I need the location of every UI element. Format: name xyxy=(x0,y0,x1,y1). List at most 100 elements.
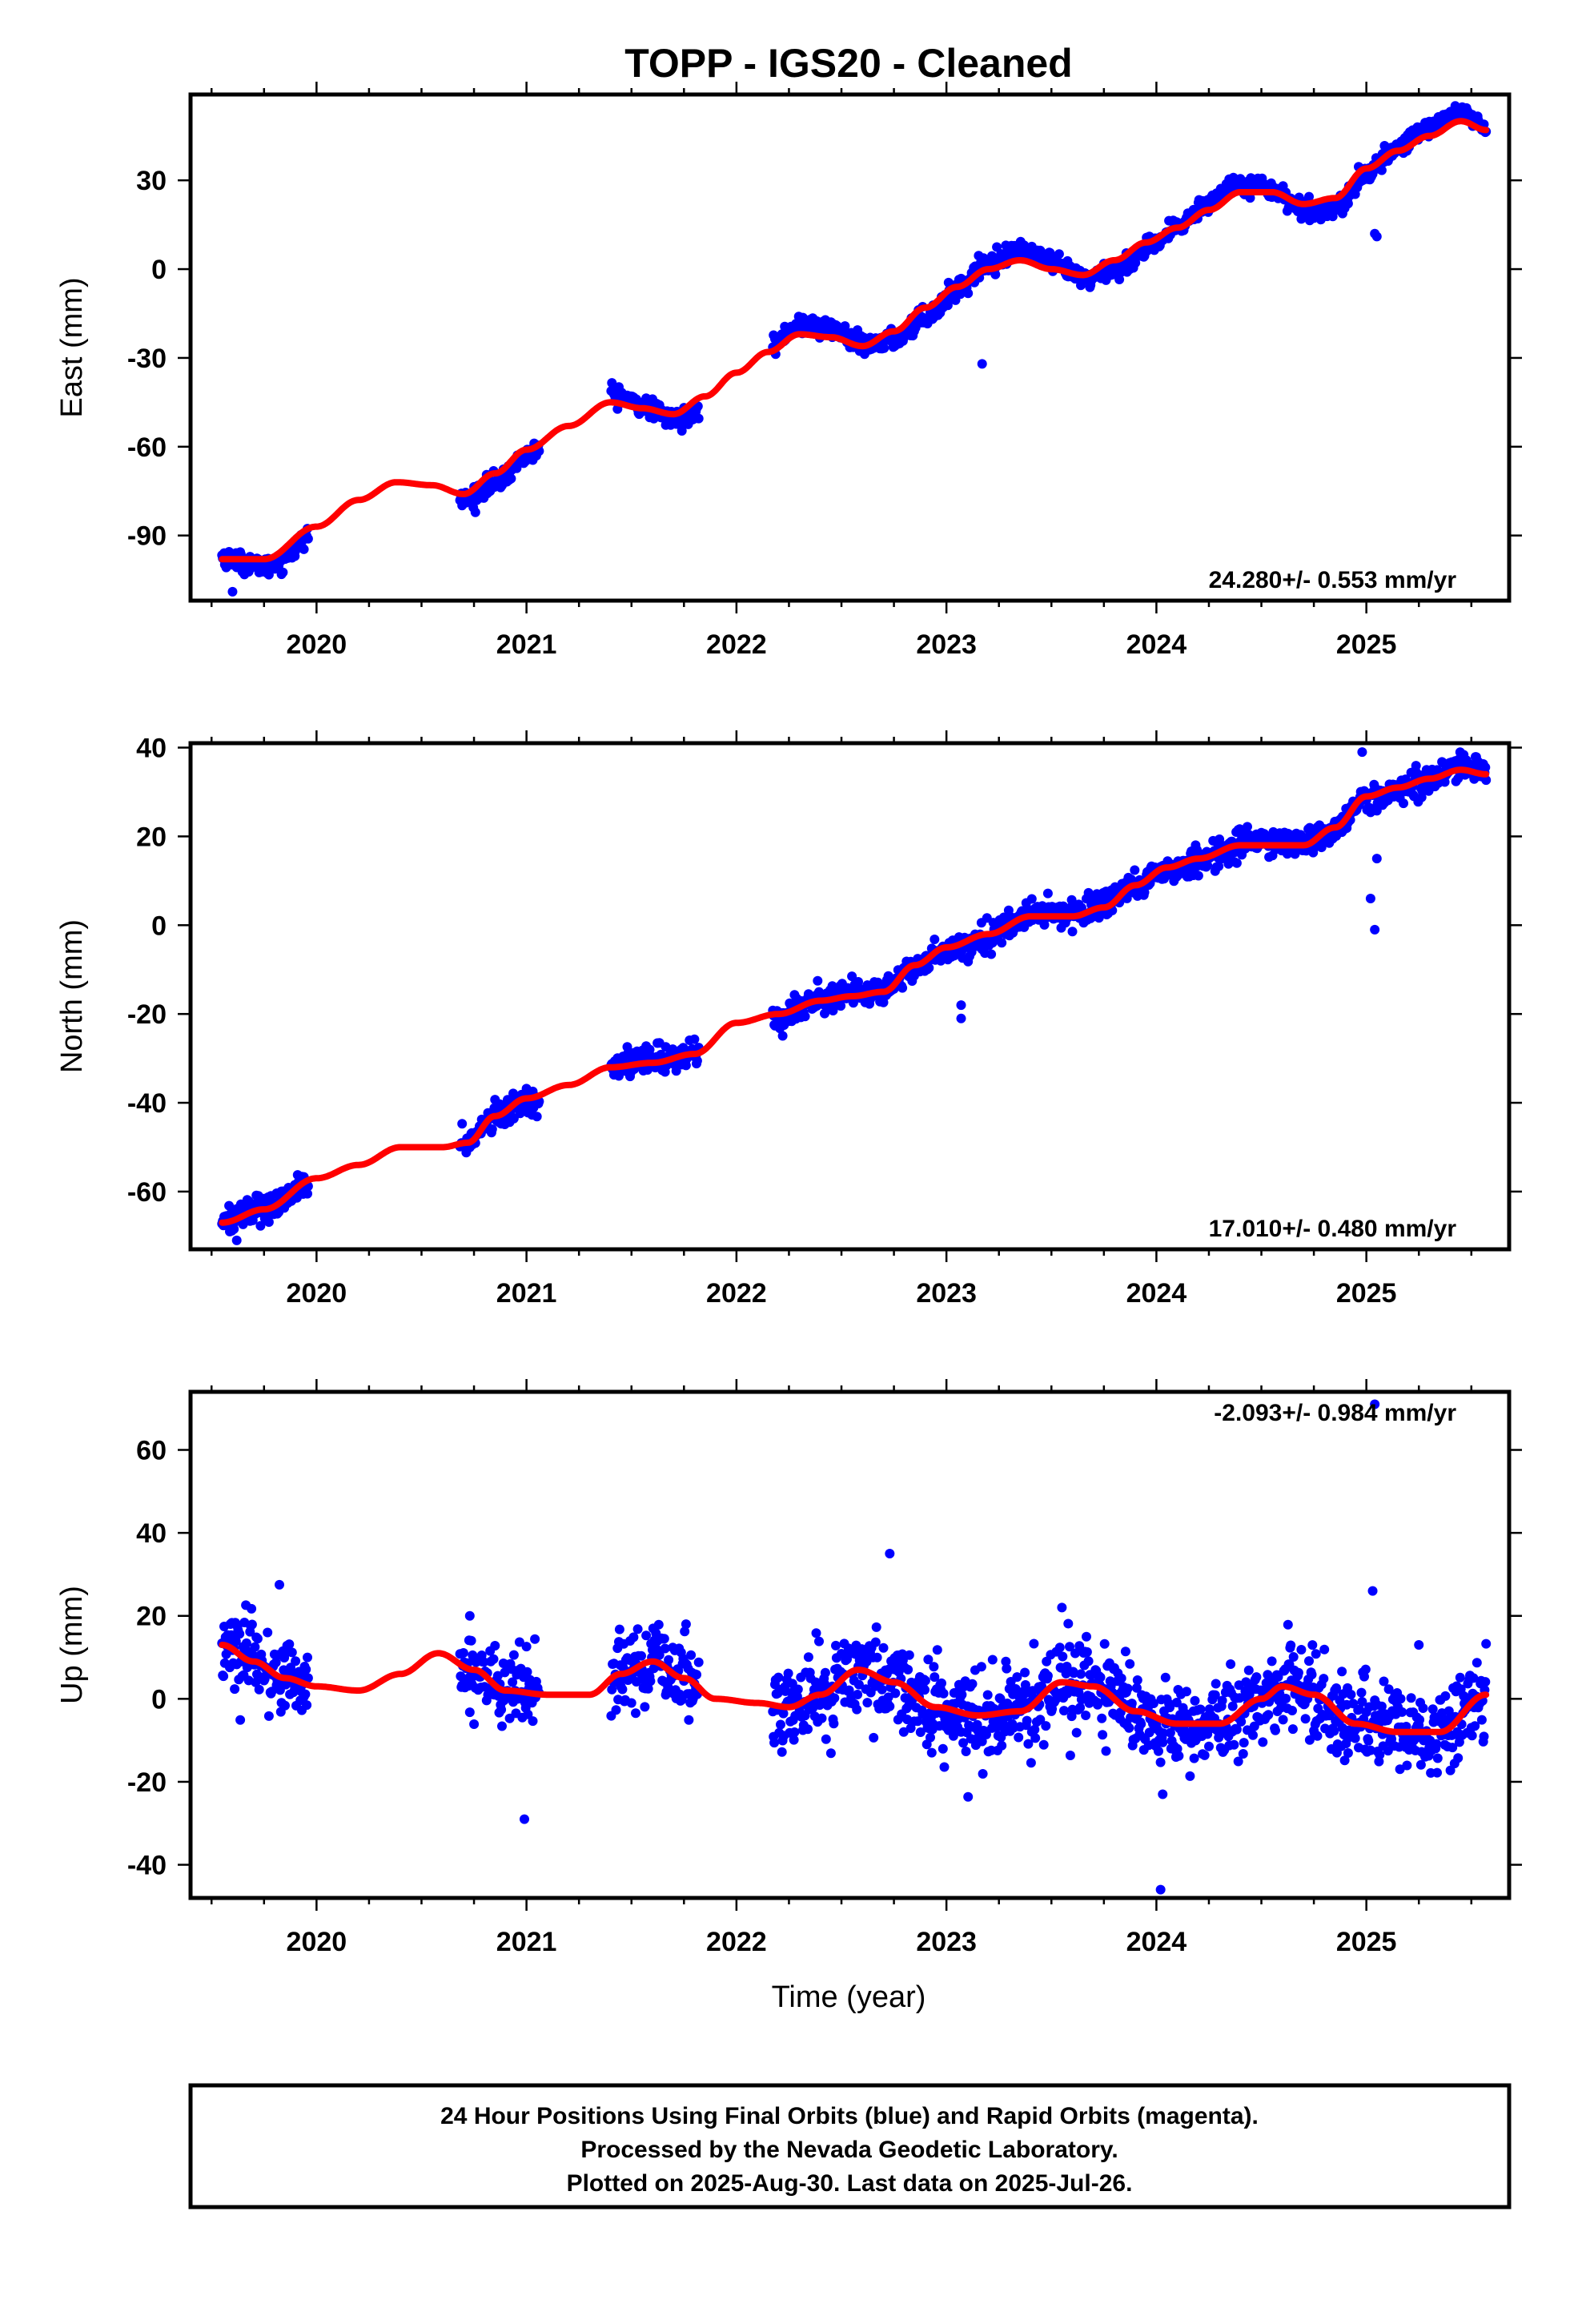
data-point xyxy=(929,1662,939,1672)
footer-line-1: 24 Hour Positions Using Final Orbits (bl… xyxy=(440,2103,1259,2129)
data-point xyxy=(692,1670,701,1680)
data-point xyxy=(1281,1694,1291,1703)
data-point xyxy=(939,1762,950,1772)
data-point xyxy=(898,1727,909,1737)
data-point xyxy=(1041,1721,1051,1731)
data-point xyxy=(496,1704,507,1715)
east-model-curve xyxy=(219,118,1490,563)
data-point xyxy=(1065,1751,1075,1760)
data-point xyxy=(457,1119,468,1129)
data-point xyxy=(1312,1731,1323,1741)
data-point xyxy=(1139,887,1150,898)
data-point xyxy=(871,1622,881,1632)
outlier-point xyxy=(464,1610,475,1621)
data-point xyxy=(497,1721,507,1731)
data-point xyxy=(302,1700,312,1711)
data-point xyxy=(1022,1715,1032,1726)
east-plot-frame xyxy=(188,92,1512,603)
data-point xyxy=(523,1709,533,1719)
data-point xyxy=(660,1643,670,1654)
data-point xyxy=(877,1684,887,1695)
data-point xyxy=(1343,199,1353,209)
y-tick-label: -60 xyxy=(127,1177,167,1208)
data-point xyxy=(1395,1694,1406,1704)
east-data-points xyxy=(217,101,1492,597)
up-model-curve xyxy=(219,1642,1490,1735)
x-tick-label: 2022 xyxy=(706,1278,767,1309)
data-point xyxy=(1099,1638,1110,1649)
data-point xyxy=(1020,1680,1030,1690)
data-point xyxy=(689,1034,700,1044)
data-point xyxy=(1432,1753,1443,1763)
data-point xyxy=(1304,1735,1315,1745)
data-point xyxy=(1251,1672,1262,1683)
data-point xyxy=(693,1657,704,1667)
data-point xyxy=(659,1634,669,1644)
data-point xyxy=(303,1652,312,1663)
data-point xyxy=(692,1055,702,1066)
x-tick-label: 2024 xyxy=(1126,1278,1187,1309)
north-rate-label: 17.010+/- 0.480 mm/yr xyxy=(1209,1216,1457,1242)
data-point xyxy=(490,1641,500,1651)
data-point xyxy=(848,998,858,1008)
data-point xyxy=(1063,1618,1074,1629)
data-point xyxy=(235,1715,246,1725)
data-point xyxy=(1287,1724,1298,1735)
data-point xyxy=(617,1684,628,1695)
data-point xyxy=(1445,1765,1456,1775)
data-point xyxy=(958,1738,969,1748)
data-point xyxy=(1346,1690,1356,1699)
y-tick-label: 20 xyxy=(136,1602,167,1632)
data-point xyxy=(469,1719,480,1729)
data-point xyxy=(1379,1676,1389,1687)
up-plot-frame xyxy=(188,1389,1512,1900)
data-point xyxy=(789,1735,799,1745)
footer-line-3: Plotted on 2025-Aug-30. Last data on 202… xyxy=(567,2170,1133,2197)
data-point xyxy=(686,1650,697,1660)
up-y-axis-title: Up (mm) xyxy=(55,1586,89,1704)
data-point xyxy=(693,413,704,424)
data-point xyxy=(1030,1733,1041,1743)
data-point xyxy=(235,1629,245,1639)
data-point xyxy=(1470,1721,1480,1731)
data-point xyxy=(1054,249,1064,259)
data-point xyxy=(1081,1711,1091,1720)
data-point xyxy=(1075,1703,1086,1713)
data-point xyxy=(684,1715,694,1725)
data-point xyxy=(1012,1672,1022,1683)
data-point xyxy=(1132,1675,1142,1685)
data-point xyxy=(1076,1669,1086,1679)
data-point xyxy=(506,473,516,484)
data-point xyxy=(508,1677,518,1687)
x-tick-label: 2022 xyxy=(706,629,767,660)
data-point xyxy=(1443,1706,1454,1716)
data-point xyxy=(1023,1739,1034,1749)
data-point xyxy=(275,1579,284,1590)
data-point xyxy=(821,1734,831,1744)
data-point xyxy=(1267,1656,1277,1667)
data-point xyxy=(252,1634,263,1644)
data-point xyxy=(229,1224,239,1234)
data-point xyxy=(777,1747,787,1757)
data-point xyxy=(654,1650,665,1660)
up-rate-label: -2.093+/- 0.984 mm/yr xyxy=(1214,1400,1456,1426)
data-point xyxy=(521,1642,532,1652)
data-point xyxy=(883,1692,893,1703)
data-point xyxy=(778,1708,789,1719)
x-axis-title: Time (year) xyxy=(772,1980,926,2014)
y-tick-label: -20 xyxy=(127,1767,167,1798)
data-point xyxy=(1101,1746,1111,1756)
data-point xyxy=(1455,1672,1465,1683)
data-point xyxy=(1058,1651,1068,1662)
data-point xyxy=(643,1683,653,1694)
data-point xyxy=(997,938,1007,948)
data-point xyxy=(1243,1665,1254,1675)
data-point xyxy=(626,1698,636,1708)
north-model-curve xyxy=(219,766,1490,1226)
data-point xyxy=(977,1736,987,1747)
data-point xyxy=(1093,1699,1102,1710)
data-point xyxy=(1286,1640,1296,1651)
data-point xyxy=(1258,1737,1268,1747)
data-point xyxy=(800,1011,810,1022)
data-point xyxy=(913,1716,923,1727)
